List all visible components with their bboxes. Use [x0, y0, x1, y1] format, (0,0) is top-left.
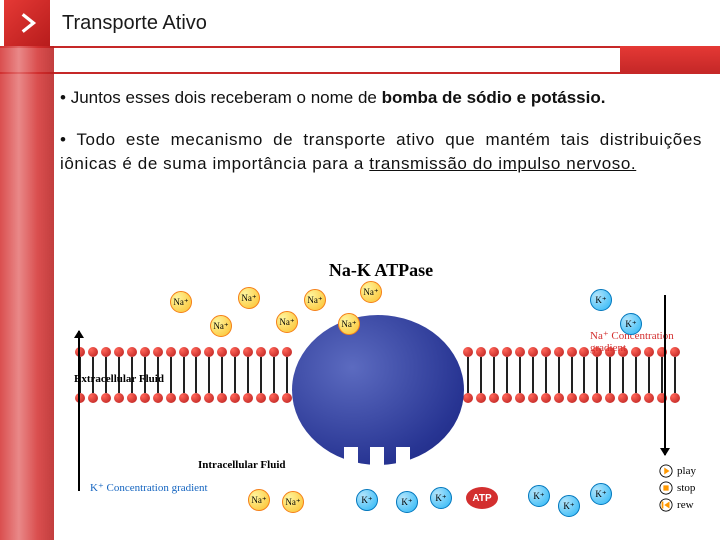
label-na-gradient: Na⁺ Concentration gradient	[590, 329, 700, 354]
phospholipid	[166, 351, 177, 399]
phospholipid	[256, 351, 267, 399]
phospholipid	[605, 351, 616, 399]
k-ion: K⁺	[620, 313, 642, 335]
membrane-right	[462, 351, 682, 399]
chevron-right-icon	[4, 0, 50, 46]
bullet-item: • Juntos esses dois receberam o nome de …	[60, 86, 702, 110]
k-ion: K⁺	[396, 491, 418, 513]
k-ion: K⁺	[558, 495, 580, 517]
phospholipid	[476, 351, 487, 399]
phospholipid	[644, 351, 655, 399]
phospholipid	[191, 351, 202, 399]
phospholipid	[230, 351, 241, 399]
phospholipid	[463, 351, 474, 399]
phospholipid	[204, 351, 215, 399]
page-title: Transporte Ativo	[62, 12, 207, 35]
phospholipid	[528, 351, 539, 399]
pump-notch	[344, 447, 358, 467]
text-run: transmissão do impulso nervoso.	[369, 154, 636, 173]
content-area: • Juntos esses dois receberam o nome de …	[60, 86, 702, 193]
text-run: Juntos esses dois receberam o nome de	[71, 88, 382, 107]
label-intracellular: Intracellular Fluid	[198, 459, 286, 471]
na-ion: Na⁺	[360, 281, 382, 303]
k-ion: K⁺	[590, 289, 612, 311]
label-k-gradient: K⁺ Concentration gradient	[90, 481, 208, 494]
phospholipid	[554, 351, 565, 399]
k-ion: K⁺	[430, 487, 452, 509]
phospholipid	[489, 351, 500, 399]
phospholipid	[269, 351, 280, 399]
k-ion: K⁺	[590, 483, 612, 505]
phospholipid	[592, 351, 603, 399]
na-ion: Na⁺	[304, 289, 326, 311]
k-ion: K⁺	[528, 485, 550, 507]
diagram-container: Na-K ATPase Extracellular Fluid Intracel…	[60, 260, 702, 530]
side-accent	[0, 46, 54, 540]
phospholipid	[243, 351, 254, 399]
na-ion: Na⁺	[170, 291, 192, 313]
pump-notch	[396, 447, 410, 467]
text-run: bomba de sódio e potássio.	[382, 88, 606, 107]
pump-protein	[292, 315, 464, 465]
na-k-atpase-diagram: Extracellular Fluid Intracellular Fluid …	[60, 285, 700, 525]
bullet-item: • Todo este mecanismo de transporte ativ…	[60, 128, 702, 176]
phospholipid	[179, 351, 190, 399]
phospholipid	[657, 351, 668, 399]
na-ion: Na⁺	[276, 311, 298, 333]
na-ion: Na⁺	[282, 491, 304, 513]
arrow-na-gradient	[664, 295, 666, 455]
divider	[0, 72, 720, 74]
phospholipid	[217, 351, 228, 399]
accent-band	[620, 46, 720, 72]
phospholipid	[618, 351, 629, 399]
phospholipid	[631, 351, 642, 399]
na-ion: Na⁺	[248, 489, 270, 511]
na-ion: Na⁺	[210, 315, 232, 337]
play-label: play	[677, 465, 696, 477]
header: Transporte Ativo	[0, 0, 720, 46]
phospholipid	[541, 351, 552, 399]
play-button[interactable]: play	[659, 464, 696, 478]
pump-notch	[370, 447, 384, 467]
arrow-k-gradient	[78, 331, 80, 491]
stop-label: stop	[677, 482, 695, 494]
na-ion: Na⁺	[238, 287, 260, 309]
diagram-title: Na-K ATPase	[60, 260, 702, 281]
stop-button[interactable]: stop	[659, 481, 696, 495]
atp-molecule: ATP	[466, 487, 498, 509]
phospholipid	[579, 351, 590, 399]
phospholipid	[502, 351, 513, 399]
phospholipid	[567, 351, 578, 399]
rew-button[interactable]: rew	[659, 498, 696, 512]
na-ion: Na⁺	[338, 313, 360, 335]
label-extracellular: Extracellular Fluid	[74, 373, 164, 385]
k-ion: K⁺	[356, 489, 378, 511]
media-controls: play stop rew	[659, 461, 696, 515]
phospholipid	[515, 351, 526, 399]
rew-label: rew	[677, 499, 694, 511]
divider	[0, 46, 720, 48]
phospholipid	[670, 351, 681, 399]
